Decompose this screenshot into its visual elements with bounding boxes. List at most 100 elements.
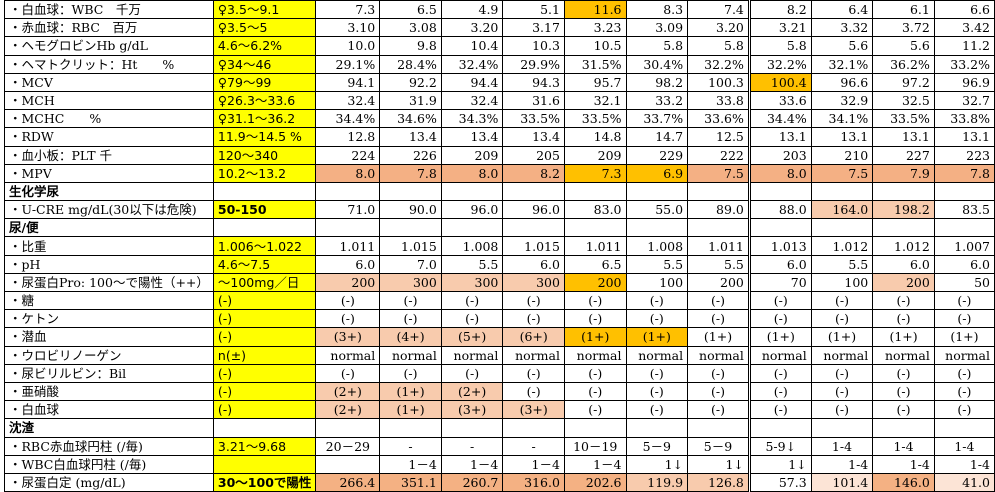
value-cell[interactable]: 5.8	[687, 36, 751, 56]
value-cell[interactable]: 7.0	[379, 254, 442, 274]
value-cell[interactable]: (-)	[933, 290, 995, 311]
value-cell[interactable]: (-)	[748, 400, 812, 420]
value-cell[interactable]: 3.32	[810, 18, 874, 38]
value-cell[interactable]: 32.4	[440, 90, 504, 111]
value-cell[interactable]: 6.9	[625, 163, 689, 183]
value-cell[interactable]: 200	[563, 272, 627, 293]
value-cell[interactable]: (-)	[872, 290, 935, 311]
value-cell[interactable]: -	[379, 436, 442, 456]
value-cell[interactable]: (-)	[502, 363, 565, 383]
value-cell[interactable]: 266.4	[315, 472, 381, 492]
value-cell[interactable]: 6.1	[872, 0, 935, 20]
value-cell[interactable]: 316.0	[502, 472, 565, 492]
value-cell[interactable]: 96.9	[933, 72, 995, 92]
value-cell[interactable]: (-)	[625, 309, 689, 329]
value-cell[interactable]: normal	[625, 345, 689, 365]
value-cell[interactable]: 6.0	[872, 254, 935, 274]
value-cell[interactable]: 7.8	[379, 163, 442, 183]
value-cell[interactable]: (-)	[379, 290, 442, 311]
value-cell[interactable]: normal	[748, 345, 812, 365]
value-cell[interactable]: 20－29	[315, 436, 381, 456]
value-cell[interactable]: 96.0	[502, 200, 565, 220]
value-cell[interactable]: 6.0	[502, 254, 565, 274]
value-cell[interactable]: -	[440, 436, 504, 456]
value-cell[interactable]	[933, 418, 995, 438]
value-cell[interactable]: 10.4	[440, 36, 504, 56]
value-cell[interactable]	[502, 181, 565, 202]
value-cell[interactable]: (3+)	[315, 327, 381, 347]
value-cell[interactable]	[625, 218, 689, 238]
value-cell[interactable]: 88.0	[748, 200, 812, 220]
value-cell[interactable]	[315, 454, 381, 474]
value-cell[interactable]	[748, 218, 812, 238]
value-cell[interactable]: 8.0	[440, 163, 504, 183]
value-cell[interactable]: 32.7	[933, 90, 995, 111]
value-cell[interactable]: normal	[933, 345, 995, 365]
value-cell[interactable]: 3.23	[563, 18, 627, 38]
value-cell[interactable]: 33.8	[687, 90, 751, 111]
value-cell[interactable]: 223	[933, 145, 995, 165]
value-cell[interactable]	[748, 418, 812, 438]
value-cell[interactable]: (-)	[687, 400, 751, 420]
value-cell[interactable]: (1+)	[379, 381, 442, 402]
value-cell[interactable]: 96.6	[810, 72, 874, 92]
value-cell[interactable]: (3+)	[440, 400, 504, 420]
value-cell[interactable]: normal	[872, 345, 935, 365]
value-cell[interactable]: 5.5	[440, 254, 504, 274]
value-cell[interactable]: 3.20	[440, 18, 504, 38]
value-cell[interactable]: 209	[440, 145, 504, 165]
value-cell[interactable]	[379, 181, 442, 202]
value-cell[interactable]: 100.3	[687, 72, 751, 92]
value-cell[interactable]: 33.6	[748, 90, 812, 111]
value-cell[interactable]: 200	[872, 272, 935, 293]
value-cell[interactable]: 95.7	[563, 72, 627, 92]
value-cell[interactable]: normal	[379, 345, 442, 365]
value-cell[interactable]	[563, 218, 627, 238]
value-cell[interactable]: 5.8	[625, 36, 689, 56]
value-cell[interactable]: 33.8%	[933, 109, 995, 129]
value-cell[interactable]: 119.9	[625, 472, 689, 492]
value-cell[interactable]: 36.2%	[872, 54, 935, 74]
value-cell[interactable]: 30.4%	[625, 54, 689, 74]
value-cell[interactable]: 1－4	[563, 454, 627, 474]
value-cell[interactable]: 1-4	[872, 436, 935, 456]
value-cell[interactable]: 200	[315, 272, 381, 293]
value-cell[interactable]: 205	[502, 145, 565, 165]
value-cell[interactable]: normal	[315, 345, 381, 365]
value-cell[interactable]: 29.1%	[315, 54, 381, 74]
value-cell[interactable]: (-)	[687, 381, 751, 402]
value-cell[interactable]: 11.2	[933, 36, 995, 56]
value-cell[interactable]	[315, 181, 381, 202]
value-cell[interactable]: 7.9	[872, 163, 935, 183]
value-cell[interactable]	[502, 218, 565, 238]
value-cell[interactable]: 1.015	[379, 236, 442, 256]
value-cell[interactable]: 3.09	[625, 18, 689, 38]
value-cell[interactable]: 14.8	[563, 127, 627, 147]
value-cell[interactable]: (-)	[563, 381, 627, 402]
value-cell[interactable]: 33.5%	[563, 109, 627, 129]
value-cell[interactable]: 9.8	[379, 36, 442, 56]
value-cell[interactable]: (-)	[810, 381, 874, 402]
value-cell[interactable]: 300	[502, 272, 565, 293]
value-cell[interactable]: (-)	[502, 381, 565, 402]
value-cell[interactable]: (4+)	[379, 327, 442, 347]
value-cell[interactable]: (-)	[563, 309, 627, 329]
value-cell[interactable]: (-)	[933, 381, 995, 402]
value-cell[interactable]: (-)	[933, 400, 995, 420]
value-cell[interactable]	[315, 218, 381, 238]
value-cell[interactable]: 96.0	[440, 200, 504, 220]
value-cell[interactable]: (-)	[315, 363, 381, 383]
value-cell[interactable]: 7.5	[687, 163, 751, 183]
value-cell[interactable]: 198.2	[872, 200, 935, 220]
value-cell[interactable]: 34.3%	[440, 109, 504, 129]
value-cell[interactable]: 5.5	[687, 254, 751, 274]
value-cell[interactable]: 1－4	[502, 454, 565, 474]
value-cell[interactable]: 11.6	[563, 0, 627, 20]
value-cell[interactable]: 8.2	[502, 163, 565, 183]
value-cell[interactable]: 50	[933, 272, 995, 293]
value-cell[interactable]: 1.007	[933, 236, 995, 256]
value-cell[interactable]: 33.6%	[687, 109, 751, 129]
value-cell[interactable]: 1－4	[379, 454, 442, 474]
value-cell[interactable]: 1.012	[872, 236, 935, 256]
value-cell[interactable]: 100	[810, 272, 874, 293]
